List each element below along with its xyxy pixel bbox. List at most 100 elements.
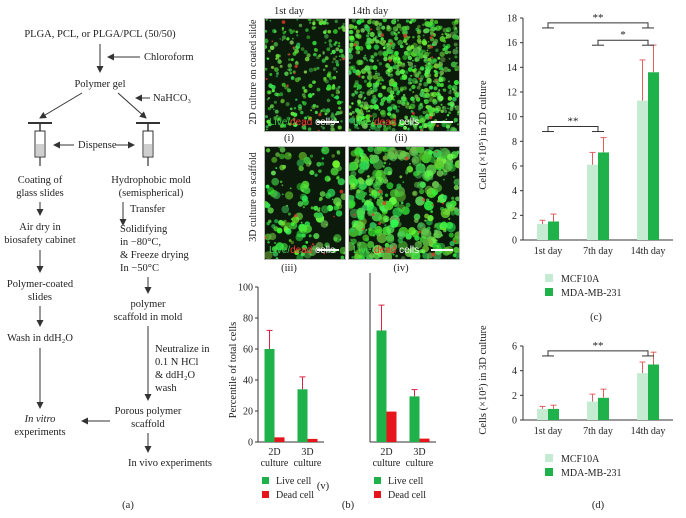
cell-dot	[394, 36, 399, 41]
cell-dot	[435, 48, 439, 53]
cell-dot	[296, 34, 299, 37]
cell-dot	[386, 86, 393, 93]
cell-dot	[372, 94, 377, 99]
cell-dot	[382, 165, 385, 168]
cell-dot	[449, 126, 456, 131]
cell-dot	[378, 22, 383, 27]
dead-cell-dot	[436, 124, 439, 127]
cell-dot	[416, 85, 421, 90]
cell-dot	[302, 206, 305, 209]
cell-dot	[367, 74, 373, 80]
flow-airdry-line1: Air dry in	[19, 222, 61, 233]
dead-cell-dot	[293, 214, 298, 218]
cell-dot	[383, 161, 387, 165]
dead-cell-dot	[358, 75, 361, 78]
cell-dot	[429, 85, 433, 90]
dead-cell-dot	[388, 59, 392, 62]
cell-dot	[360, 28, 365, 33]
cell-dot	[357, 51, 361, 54]
cell-dot	[433, 149, 442, 158]
cell-dot	[296, 19, 299, 21]
cell-dot	[318, 54, 322, 58]
cell-dot	[356, 154, 359, 157]
cell-dot	[324, 242, 330, 248]
cell-dot	[387, 69, 391, 73]
bar	[297, 389, 308, 442]
cell-dot	[315, 242, 324, 250]
cell-dot	[426, 77, 432, 84]
cell-dot	[306, 35, 311, 40]
cell-dot	[396, 19, 400, 22]
cell-dot	[409, 103, 416, 110]
cell-dot	[321, 147, 330, 155]
cell-dot	[266, 57, 270, 61]
cell-dot	[336, 100, 342, 105]
cell-dot	[315, 19, 321, 22]
cell-dot	[439, 51, 445, 57]
cell-dot	[370, 154, 380, 163]
dead-cell-dot	[380, 33, 384, 37]
cell-dot	[433, 38, 439, 44]
cell-dot	[384, 224, 387, 227]
dead-cell-dot	[371, 213, 375, 216]
cell-dot	[287, 88, 291, 93]
cell-dot	[315, 105, 319, 108]
micro-label-iii: (iii)	[281, 263, 297, 274]
cell-dot	[453, 24, 456, 27]
cell-dot	[385, 63, 391, 68]
cell-dot	[363, 192, 368, 196]
cell-dot	[300, 110, 304, 115]
cell-dot	[332, 160, 341, 168]
y-tick-label: 2	[512, 211, 517, 222]
dead-cell-dot	[453, 240, 457, 243]
x-tick-label: 14th day	[631, 246, 666, 257]
cell-dot	[340, 193, 345, 201]
cell-dot	[412, 158, 417, 163]
cell-dot	[386, 24, 391, 29]
cell-dot	[391, 46, 395, 50]
cell-dot	[410, 115, 414, 118]
cell-dot	[334, 118, 337, 121]
cell-dot	[356, 59, 362, 66]
cell-dot	[320, 125, 323, 128]
cell-dot	[431, 181, 440, 189]
dead-cell-dot	[353, 213, 356, 217]
cell-dot	[304, 116, 308, 120]
cell-dot	[369, 193, 372, 196]
cell-dot	[439, 147, 442, 150]
cell-dot	[363, 101, 369, 107]
cell-dot	[414, 117, 419, 122]
cell-dot	[419, 181, 426, 188]
cell-dot	[303, 250, 312, 259]
cell-dot	[265, 45, 268, 49]
flow-chloroform: Chloroform	[144, 52, 194, 63]
cell-dot	[402, 93, 406, 97]
cell-dot	[453, 117, 458, 123]
cell-dot	[268, 232, 277, 241]
cell-dot	[283, 226, 289, 231]
bar	[587, 401, 598, 420]
cell-dot	[442, 194, 448, 200]
cell-dot	[351, 92, 355, 97]
c-ylabel: Cells (×10⁵) in 2D culture	[478, 80, 489, 190]
cell-dot	[355, 195, 359, 199]
panel-v-label: (v)	[317, 481, 330, 492]
cell-dot	[416, 147, 425, 154]
y-tick-label: 2	[512, 391, 517, 402]
cell-dot	[337, 125, 342, 130]
cell-dot	[433, 86, 438, 91]
cell-dot	[265, 29, 268, 33]
bar	[537, 408, 548, 420]
cell-dot	[282, 31, 286, 35]
cell-dot	[365, 199, 371, 205]
cell-dot	[436, 169, 444, 177]
flow-scaffold-line1: polymer	[131, 299, 166, 310]
legend-label: Live cell	[276, 476, 311, 487]
cell-dot	[366, 91, 372, 96]
cell-dot	[418, 82, 422, 87]
cell-dot	[338, 42, 341, 45]
cell-dot	[453, 42, 458, 47]
cell-dot	[385, 201, 393, 208]
cell-dot	[372, 65, 378, 71]
cell-dot	[406, 50, 413, 56]
